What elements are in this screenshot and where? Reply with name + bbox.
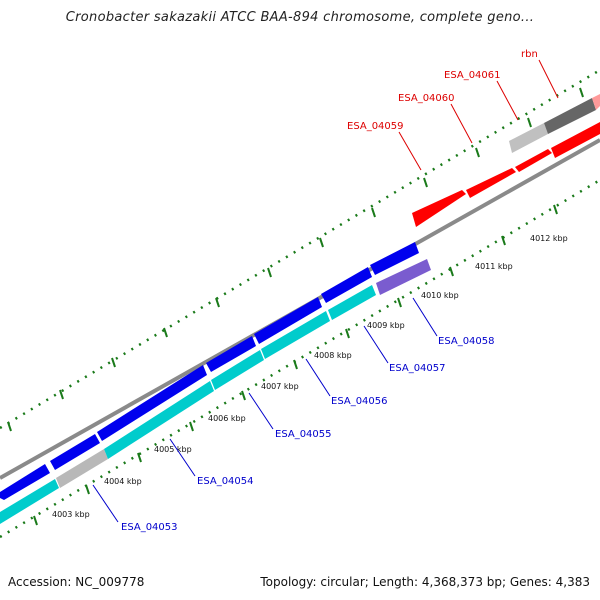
cds-track	[0, 259, 431, 524]
tick-label-4003: 4003 kbp	[52, 510, 90, 519]
tick-mark	[7, 421, 12, 432]
leader-esa-04058	[412, 297, 438, 337]
cds-3[interactable]	[211, 350, 264, 390]
tick-mark	[553, 204, 558, 215]
inner-tick-track	[0, 178, 600, 539]
leader-esa-04055	[248, 392, 274, 430]
tick-label-4009: 4009 kbp	[367, 321, 405, 330]
tick-label-4005: 4005 kbp	[154, 445, 192, 454]
tick-label-4004: 4004 kbp	[104, 477, 142, 486]
tick-mark	[345, 328, 350, 339]
topology-summary: Topology: circular; Length: 4,368,373 bp…	[260, 575, 590, 589]
forward-track	[412, 94, 600, 227]
gene-pink-forward[interactable]	[592, 94, 600, 110]
gene-esa-04059[interactable]	[412, 190, 466, 227]
tick-mark	[527, 117, 532, 128]
gene-dark-forward[interactable]	[544, 98, 596, 134]
cds-1[interactable]	[0, 479, 59, 524]
tick-mark	[449, 266, 454, 277]
leader-esa-04061	[496, 80, 519, 121]
cds-5[interactable]	[328, 285, 376, 320]
label-esa-04053[interactable]: ESA_04053	[121, 522, 178, 533]
tick-mark	[397, 297, 402, 308]
tick-label-4010: 4010 kbp	[421, 291, 459, 300]
outer-tick-track	[0, 68, 600, 430]
tick-mark	[189, 421, 194, 432]
label-esa-04054[interactable]: ESA_04054	[197, 476, 254, 487]
gene-blue-3[interactable]	[97, 365, 207, 441]
accession-text: Accession: NC_009778	[8, 575, 145, 589]
label-rbn[interactable]: rbn	[521, 49, 538, 60]
major-ticks	[7, 87, 584, 526]
gene-esa-04060[interactable]	[466, 168, 516, 198]
cds-purple[interactable]	[376, 259, 431, 295]
tick-mark	[85, 484, 90, 495]
tick-label-4007: 4007 kbp	[261, 382, 299, 391]
tick-label-4012: 4012 kbp	[530, 234, 568, 243]
gene-blue-6[interactable]	[321, 267, 372, 303]
tick-mark	[579, 87, 584, 98]
map-title: Cronobacter sakazakii ATCC BAA-894 chrom…	[65, 10, 535, 25]
leader-esa-04054	[169, 438, 196, 477]
label-esa-04056[interactable]: ESA_04056	[331, 396, 388, 407]
gene-esa-04061[interactable]	[515, 149, 552, 172]
tick-mark	[215, 297, 220, 308]
tick-mark	[293, 359, 298, 370]
cds-2[interactable]	[104, 381, 214, 459]
tick-mark	[111, 357, 116, 368]
tick-mark	[59, 389, 64, 400]
leader-esa-04059	[398, 131, 422, 171]
leader-rbn	[538, 59, 559, 99]
tick-mark	[423, 177, 428, 188]
label-esa-04059[interactable]: ESA_04059	[347, 121, 404, 132]
leader-esa-04057	[363, 325, 389, 364]
tick-mark	[267, 267, 272, 278]
tick-mark	[319, 237, 324, 248]
label-esa-04057[interactable]: ESA_04057	[389, 363, 446, 374]
cds-4[interactable]	[261, 311, 330, 359]
leader-esa-04053	[92, 484, 119, 523]
gene-blue-7[interactable]	[370, 242, 419, 275]
tick-mark	[475, 147, 480, 158]
tick-mark	[163, 327, 168, 338]
label-esa-04061[interactable]: ESA_04061	[444, 70, 501, 81]
tick-label-4008: 4008 kbp	[314, 351, 352, 360]
gene-blue-5[interactable]	[254, 297, 322, 344]
tick-label-4011: 4011 kbp	[475, 262, 513, 271]
reverse-leaders	[92, 297, 438, 523]
forward-leaders	[398, 59, 559, 171]
tick-mark	[371, 207, 376, 218]
tick-mark	[137, 452, 142, 463]
gene-blue-2[interactable]	[50, 434, 100, 470]
tick-mark	[241, 390, 246, 401]
gene-pseudo-forward[interactable]	[509, 123, 548, 153]
tick-label-4006: 4006 kbp	[208, 414, 246, 423]
tick-mark	[33, 515, 38, 526]
tick-mark	[501, 235, 506, 246]
leader-esa-04056	[305, 358, 331, 397]
label-esa-04058[interactable]: ESA_04058	[438, 336, 495, 347]
cds-pseudo[interactable]	[56, 449, 108, 488]
gene-blue-4[interactable]	[206, 336, 256, 372]
reverse-track	[0, 242, 419, 500]
leader-esa-04060	[450, 103, 473, 144]
gene-blue-1[interactable]	[0, 464, 50, 500]
gene-rbn[interactable]	[551, 122, 600, 158]
label-esa-04060[interactable]: ESA_04060	[398, 93, 455, 104]
label-esa-04055[interactable]: ESA_04055	[275, 429, 332, 440]
